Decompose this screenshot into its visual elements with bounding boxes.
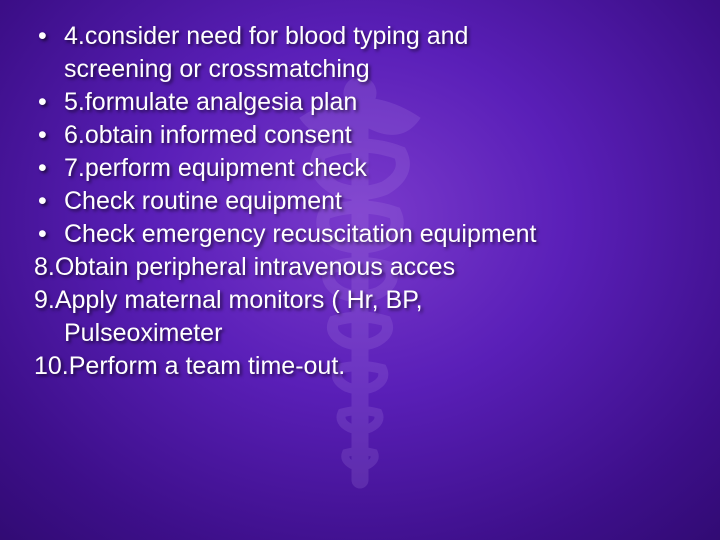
- bullet-icon: •: [34, 152, 64, 185]
- list-item: • 6.obtain informed consent: [34, 119, 700, 152]
- list-item-text: 5.formulate analgesia plan: [64, 86, 700, 119]
- list-item-text: 4.consider need for blood typing and: [64, 20, 700, 53]
- bullet-icon: •: [34, 218, 64, 251]
- list-item-text: Check routine equipment: [64, 185, 700, 218]
- list-item-text: 7.perform equipment check: [64, 152, 700, 185]
- list-item: • 5.formulate analgesia plan: [34, 86, 700, 119]
- bullet-icon: •: [34, 119, 64, 152]
- list-item: • Check emergency recuscitation equipmen…: [34, 218, 700, 251]
- list-item-text: 6.obtain informed consent: [64, 119, 700, 152]
- slide-content: • 4.consider need for blood typing and s…: [34, 20, 700, 383]
- list-item-continuation: screening or crossmatching: [34, 53, 700, 86]
- list-item: 9.Apply maternal monitors ( Hr, BP,: [34, 284, 700, 317]
- list-item: 8.Obtain peripheral intravenous acces: [34, 251, 700, 284]
- list-item-continuation: Pulseoximeter: [34, 317, 700, 350]
- list-item: • 7.perform equipment check: [34, 152, 700, 185]
- bullet-icon: •: [34, 185, 64, 218]
- bullet-icon: •: [34, 86, 64, 119]
- list-item-text: Check emergency recuscitation equipment: [64, 218, 700, 251]
- bullet-icon: •: [34, 20, 64, 53]
- list-item: • Check routine equipment: [34, 185, 700, 218]
- slide: • 4.consider need for blood typing and s…: [0, 0, 720, 540]
- list-item: • 4.consider need for blood typing and: [34, 20, 700, 53]
- list-item: 10.Perform a team time-out.: [34, 350, 700, 383]
